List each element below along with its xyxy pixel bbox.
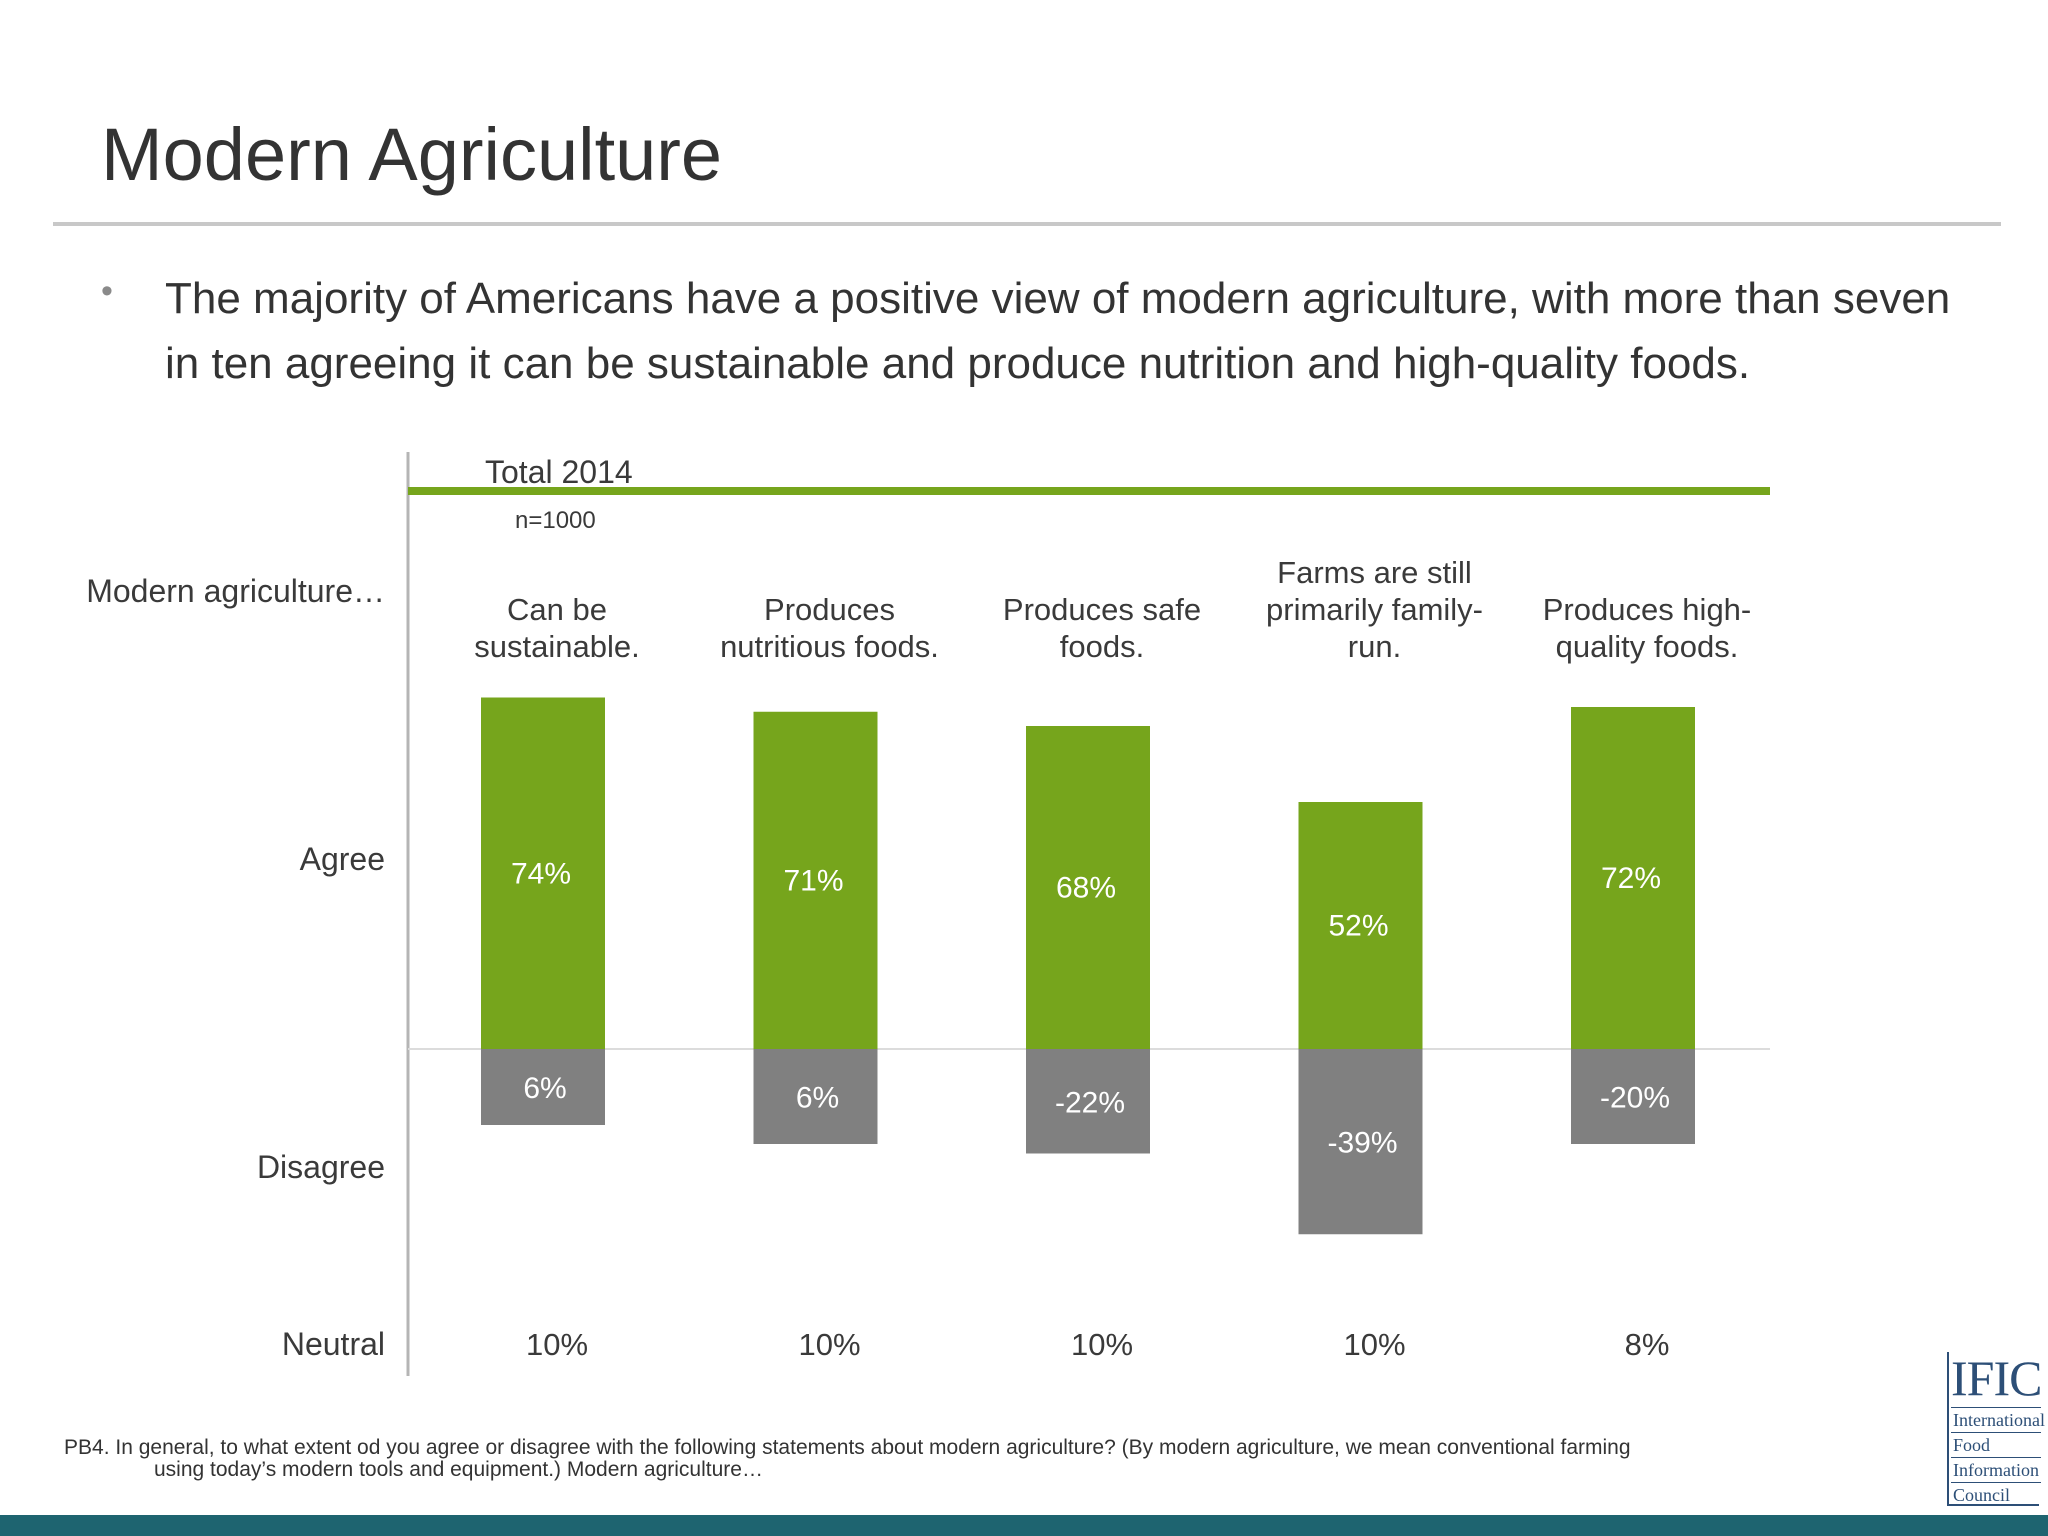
ific-logo: IFIC International Food Information Coun… <box>1947 1350 2045 1507</box>
row-label-agree: Agree <box>300 841 385 877</box>
row-label-statement: Modern agriculture… <box>86 573 385 609</box>
footnote-line-1: PB4. In general, to what extent od you a… <box>64 1436 1631 1459</box>
agree-value-label: 72% <box>1601 862 1661 895</box>
agree-bar <box>1571 707 1695 1049</box>
footer-band <box>0 1515 2048 1536</box>
disagree-value-label: 6% <box>796 1082 839 1115</box>
category-label: Produces high-quality foods. <box>1543 592 1752 664</box>
disagree-bar <box>1298 1049 1423 1235</box>
bars-layer: Can be sustainable. 74% 6% 10% Produces nutrit… <box>474 555 1751 1362</box>
neutral-value-label: 8% <box>1625 1327 1670 1362</box>
agree-value-label: 52% <box>1328 910 1388 943</box>
neutral-value-label: 10% <box>526 1327 588 1362</box>
slide-title: Modern Agriculture <box>101 113 723 196</box>
logo-word: International <box>1951 1407 2045 1432</box>
neutral-value-label: 10% <box>1343 1327 1405 1362</box>
ific-logo-mark: IFIC <box>1951 1350 2042 1406</box>
agree-value-label: 71% <box>783 864 843 897</box>
agree-bar <box>481 697 605 1049</box>
agree-bar <box>753 711 878 1049</box>
row-label-neutral: Neutral <box>282 1326 385 1362</box>
disagree-bar <box>753 1049 878 1144</box>
disagree-value-label: -20% <box>1600 1082 1670 1115</box>
row-label-disagree: Disagree <box>257 1149 385 1185</box>
disagree-value-label: -22% <box>1055 1086 1125 1119</box>
footnote-line-2: using today’s modern tools and equipment… <box>154 1458 763 1481</box>
summary-bullet: The majority of Americans have a positiv… <box>165 274 1951 388</box>
bullet-icon: • <box>101 272 113 310</box>
category-label: Can be sustainable. <box>474 592 639 664</box>
disagree-value-label: 6% <box>523 1072 566 1105</box>
neutral-value-label: 10% <box>798 1327 860 1362</box>
category-label: Produces nutritious foods. <box>720 592 939 664</box>
agree-value-label: 74% <box>511 857 571 890</box>
logo-word: Food <box>1951 1432 2041 1457</box>
disagree-value-label: -39% <box>1327 1127 1397 1160</box>
category-label: Produces safe foods. <box>1003 592 1201 664</box>
logo-word: Council <box>1951 1482 2041 1507</box>
logo-word: Information <box>1951 1457 2041 1482</box>
disagree-bar <box>481 1049 605 1125</box>
disagree-bar <box>1026 1049 1150 1154</box>
neutral-value-label: 10% <box>1071 1327 1133 1362</box>
category-label: Farms are still primarily family-run. <box>1266 555 1483 664</box>
agree-value-label: 68% <box>1056 872 1116 905</box>
footnote: PB4. In general, to what extent od you a… <box>64 1437 1784 1481</box>
agree-bar <box>1298 802 1423 1049</box>
disagree-bar <box>1571 1049 1695 1144</box>
agree-bar <box>1026 726 1150 1049</box>
sample-size: n=1000 <box>515 507 596 534</box>
series-header: Total 2014 <box>485 454 633 490</box>
agreement-bar-chart: Total 2014 n=1000 Modern agriculture… Ag… <box>86 452 1770 1376</box>
title-divider <box>53 222 2001 226</box>
ific-logo-words: International Food Information Council <box>1951 1407 2045 1507</box>
